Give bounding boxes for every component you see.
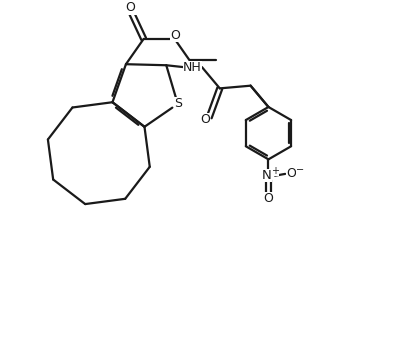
Text: O: O xyxy=(200,113,210,126)
Text: NH: NH xyxy=(183,61,202,73)
Text: O: O xyxy=(170,29,180,42)
Text: +: + xyxy=(271,166,279,176)
Text: S: S xyxy=(174,97,182,110)
Text: O: O xyxy=(126,1,136,14)
Text: N: N xyxy=(262,169,271,182)
Text: O: O xyxy=(264,193,273,206)
Text: O: O xyxy=(286,167,296,180)
Text: −: − xyxy=(296,165,304,175)
